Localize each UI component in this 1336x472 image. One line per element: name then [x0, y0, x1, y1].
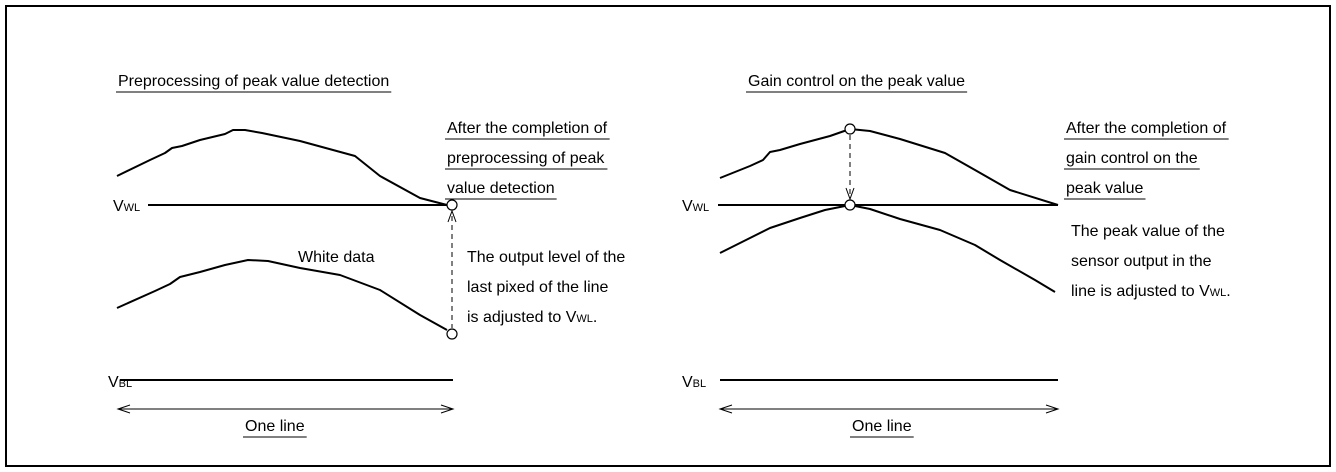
left-note-line: value detection [447, 180, 555, 197]
right-upper-curve [719, 128, 1059, 206]
right-title: Gain control on the peak value [748, 73, 965, 90]
arrowhead [718, 404, 733, 414]
right-span-label: One line [852, 418, 912, 435]
left-point-bottom [446, 328, 458, 340]
adjust-note-line: last pixed of the line [467, 279, 609, 296]
left-note-line: preprocessing of peak [447, 150, 605, 167]
frame [5, 5, 1331, 467]
arrowhead [1045, 404, 1060, 414]
adjust-note-line: is adjusted to VWL. [467, 309, 597, 326]
adjust-note-line: The output level of the [467, 249, 625, 266]
peak-note-line: sensor output in the [1071, 253, 1212, 270]
left-vbl: VBL [108, 374, 132, 391]
left-title: Preprocessing of peak value detection [118, 73, 389, 90]
right-lower-curve [719, 204, 1056, 293]
right-note-line: peak value [1066, 180, 1143, 197]
left-point-top [446, 199, 458, 211]
right-arrowhead [845, 187, 855, 201]
peak-note-line: line is adjusted to VWL. [1071, 283, 1231, 300]
white-data-label: White data [298, 249, 375, 266]
peak-note-line: The peak value of the [1071, 223, 1225, 240]
right-point-bottom [844, 199, 856, 211]
right-vbl: VBL [682, 374, 706, 391]
left-vwl: VWL [113, 198, 140, 215]
right-point-top [844, 123, 856, 135]
right-note-line: gain control on the [1066, 150, 1198, 167]
left-upper-curve [116, 129, 448, 206]
left-arrowhead [447, 209, 457, 223]
right-vwl: VWL [682, 198, 709, 215]
left-note-line: After the completion of [447, 120, 608, 137]
right-note-line: After the completion of [1066, 120, 1227, 137]
left-lower-curve [116, 259, 448, 331]
left-span-label: One line [245, 418, 305, 435]
arrowhead [440, 404, 455, 414]
arrowhead [116, 404, 131, 414]
